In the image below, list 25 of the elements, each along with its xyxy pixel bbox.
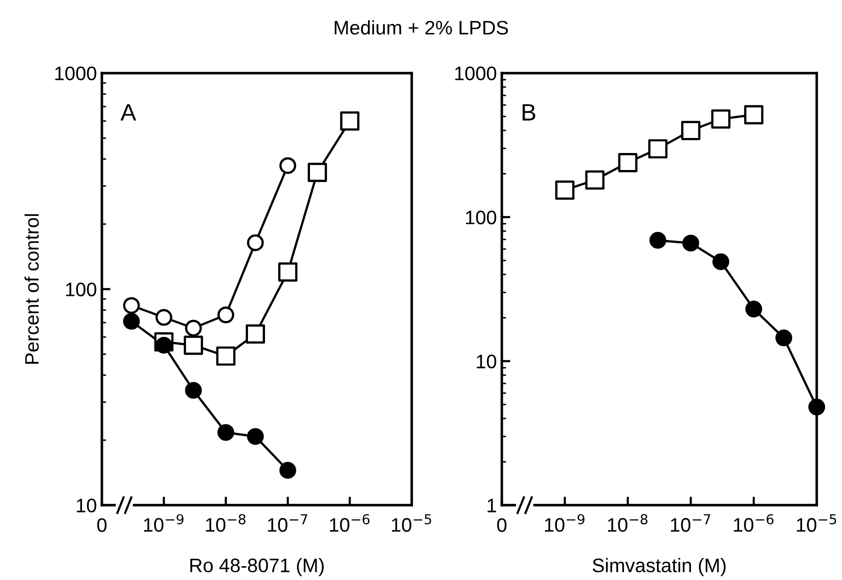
x-tick-label: 10$^{−8}$ (608, 514, 648, 532)
y-tick-label: 1000 (455, 66, 496, 80)
x-tick-label: 10$^{−7}$ (670, 514, 710, 532)
x-tick-label: 10$^{−8}$ (206, 514, 246, 532)
x-tick-label: 10$^{−9}$ (545, 514, 584, 532)
y-tick-label: 10 (76, 498, 96, 512)
y-tick-label: 10 (476, 354, 496, 368)
x-tick-label: 0 (497, 518, 506, 532)
x-axis-title: Ro 48-8071 (M) (190, 558, 324, 576)
annotation: B (522, 104, 536, 120)
x-tick-label: 10$^{−7}$ (268, 514, 308, 532)
x-tick-label: 0 (97, 518, 107, 532)
x-tick-label: 10$^{−6}$ (734, 514, 774, 532)
y-tick-label: 100 (66, 282, 96, 296)
y-axis-title: Percent of control (24, 214, 39, 364)
x-tick-label: 10$^{−6}$ (330, 514, 370, 532)
x-tick-label: 10$^{−9}$ (144, 514, 184, 532)
y-tick-label: 1 (488, 498, 496, 512)
annotation: A (120, 104, 136, 120)
chart-title: Medium + 2% LPDS (334, 20, 508, 35)
x-tick-label: 10$^{−5}$ (392, 514, 432, 532)
x-tick-label: 10$^{−5}$ (796, 514, 836, 532)
x-axis-title: Simvastatin (M) (592, 558, 726, 576)
y-tick-label: 1000 (55, 66, 96, 80)
y-tick-label: 100 (466, 210, 496, 224)
